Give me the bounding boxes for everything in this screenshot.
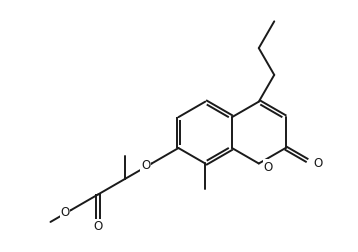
Text: O: O xyxy=(93,219,103,233)
Text: O: O xyxy=(141,159,150,172)
Text: O: O xyxy=(313,156,322,169)
Text: O: O xyxy=(61,205,70,218)
Text: O: O xyxy=(263,161,273,173)
